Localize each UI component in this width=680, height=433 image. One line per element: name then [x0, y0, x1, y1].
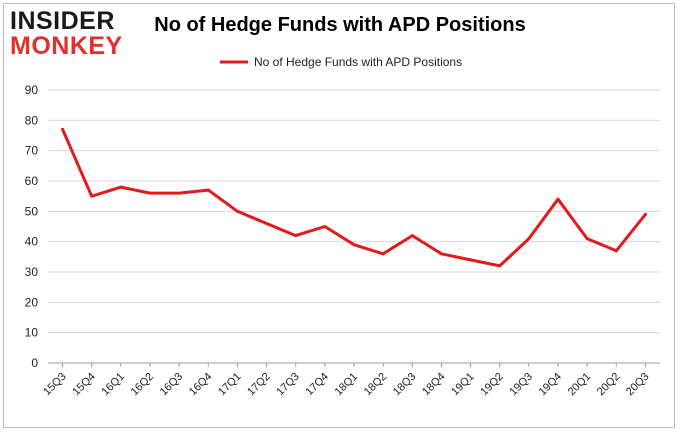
logo-line-monkey: MONKEY	[10, 32, 123, 60]
y-tick-label: 90	[25, 83, 39, 97]
data-point	[294, 234, 298, 238]
gridlines	[48, 89, 660, 364]
x-tick-label: 19Q3	[507, 371, 535, 399]
x-tick-label: 17Q1	[216, 371, 244, 399]
data-point	[235, 209, 239, 213]
data-point	[206, 188, 210, 192]
insider-monkey-logo: INSIDER MONKEY	[10, 8, 130, 60]
data-point	[439, 252, 443, 256]
y-tick-label: 80	[25, 113, 39, 127]
x-tick-label: 19Q4	[537, 371, 565, 399]
data-point	[527, 237, 531, 241]
data-point	[90, 194, 94, 198]
x-tick-label: 16Q3	[158, 371, 186, 399]
data-point	[148, 191, 152, 195]
x-tick-label: 19Q2	[478, 371, 506, 399]
legend: No of Hedge Funds with APD Positions	[220, 55, 462, 69]
data-point	[585, 237, 589, 241]
data-point	[469, 258, 473, 262]
x-tick-label: 20Q2	[595, 371, 623, 399]
x-tick-label: 17Q2	[245, 371, 273, 399]
x-tick-label: 18Q2	[362, 371, 390, 399]
y-tick-label: 50	[25, 204, 39, 218]
x-tick-label: 20Q1	[566, 371, 594, 399]
data-point	[352, 243, 356, 247]
chart-frame	[3, 3, 675, 428]
x-tick-label: 15Q4	[70, 371, 98, 399]
y-tick-label: 10	[25, 326, 39, 340]
x-tick-label: 16Q4	[187, 371, 215, 399]
x-tick-label: 19Q1	[449, 371, 477, 399]
data-point	[556, 197, 560, 201]
y-tick-label: 20	[25, 295, 39, 309]
data-point	[265, 221, 269, 225]
x-tick-label: 17Q3	[274, 371, 302, 399]
x-tick-label: 18Q4	[420, 371, 448, 399]
y-tick-label: 0	[31, 356, 38, 370]
legend-label: No of Hedge Funds with APD Positions	[254, 55, 462, 69]
data-point	[177, 191, 181, 195]
x-tick-label: 16Q1	[99, 371, 127, 399]
x-tick-label: 17Q4	[303, 371, 331, 399]
data-point	[643, 212, 647, 216]
data-point	[410, 234, 414, 238]
data-point	[381, 252, 385, 256]
chart-title: No of Hedge Funds with APD Positions	[154, 14, 526, 36]
data-point	[323, 225, 327, 228]
x-tick-label: 15Q3	[41, 371, 69, 399]
y-tick-label: 40	[25, 235, 39, 249]
data-point	[61, 127, 65, 131]
data-point	[119, 185, 123, 189]
x-tick-label: 18Q1	[333, 371, 361, 399]
y-axis-ticks: 0 10 20 30 40 50 60 70 80 90	[25, 83, 39, 370]
y-tick-label: 70	[25, 144, 39, 158]
x-tick-label: 16Q2	[129, 371, 157, 399]
x-axis-ticks: 15Q3 15Q4 16Q1 16Q2 16Q3 16Q4 17Q1 17Q2 17Q3 17Q4…	[41, 363, 652, 399]
data-point	[498, 264, 502, 268]
y-tick-label: 30	[25, 265, 39, 279]
data-point	[614, 249, 618, 253]
logo-line-insider: INSIDER	[10, 7, 115, 35]
y-tick-label: 60	[25, 174, 39, 188]
series-layer	[61, 127, 647, 268]
x-tick-label: 18Q3	[391, 371, 419, 399]
x-tick-label: 20Q3	[624, 371, 652, 399]
